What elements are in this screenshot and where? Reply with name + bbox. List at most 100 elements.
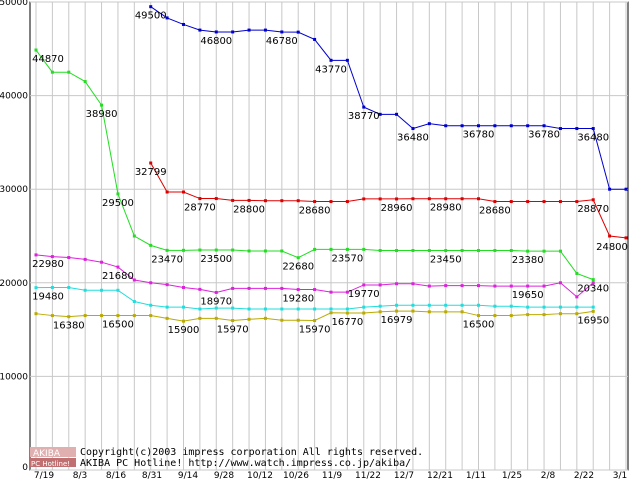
data-point-cyan [198, 307, 202, 311]
logo-bottom-text: PC Hotline! [31, 460, 70, 468]
x-tick-label: 8/16 [106, 471, 126, 480]
data-point-olive [558, 312, 562, 316]
data-point-green [427, 249, 431, 253]
series-green [34, 48, 595, 282]
data-point-red [296, 199, 300, 203]
data-label-red: 28800 [233, 204, 265, 215]
data-point-red [460, 197, 464, 201]
data-point-magenta [313, 288, 317, 292]
data-point-green [132, 234, 136, 238]
data-point-magenta [50, 255, 54, 259]
axis-ticks: 0 10000 20000 30000 40000 50000 7/19 8/3 8/16 8/3… [0, 0, 627, 480]
data-label-magenta: 18970 [200, 296, 232, 307]
data-point-cyan [280, 307, 284, 311]
data-point-cyan [132, 300, 136, 304]
data-point-cyan [214, 306, 218, 310]
data-point-green [263, 249, 267, 253]
data-point-blue [444, 124, 448, 128]
data-point-magenta [411, 282, 415, 286]
data-label-olive: 16500 [102, 320, 134, 331]
data-point-green [444, 249, 448, 253]
data-label-red: 28870 [577, 204, 609, 215]
data-point-cyan [542, 305, 546, 309]
data-point-red [558, 200, 562, 204]
series-line-red [150, 162, 627, 239]
data-point-magenta [247, 286, 251, 290]
y-tick-label: 0 [22, 463, 28, 473]
data-point-magenta [214, 290, 218, 294]
data-point-magenta [67, 256, 71, 260]
data-point-green [50, 70, 54, 74]
x-tick-label: 2/22 [574, 471, 594, 480]
series-red [149, 161, 628, 240]
data-point-green [214, 248, 218, 252]
data-point-olive [329, 311, 333, 315]
data-label-magenta: 21680 [102, 271, 134, 282]
data-point-olive [67, 315, 71, 319]
data-point-olive [280, 318, 284, 322]
data-point-magenta [362, 283, 366, 287]
data-label-green: 23570 [331, 253, 363, 264]
data-label-green: 20340 [577, 284, 609, 295]
data-point-cyan [378, 304, 382, 308]
data-point-red [280, 199, 284, 203]
data-point-magenta [263, 286, 267, 290]
copyright-line-1: Copyright(c)2003 impress corporation All… [80, 447, 423, 458]
data-label-magenta: 22980 [32, 259, 64, 270]
data-point-green [100, 103, 104, 107]
x-tick-label: 3/1 [613, 471, 627, 480]
data-point-blue [182, 22, 185, 26]
x-tick-label: 10/26 [283, 471, 309, 480]
data-point-blue [493, 124, 497, 128]
data-point-blue [477, 124, 480, 128]
data-point-blue [526, 124, 530, 128]
data-point-blue [427, 122, 431, 126]
data-point-blue [231, 30, 235, 34]
data-point-cyan [591, 305, 595, 309]
data-point-magenta [427, 284, 431, 288]
data-point-magenta [280, 286, 284, 290]
data-point-blue [214, 30, 218, 34]
data-point-magenta [198, 287, 202, 291]
data-point-green [542, 249, 546, 253]
data-point-olive [132, 314, 136, 318]
data-point-olive [395, 309, 399, 313]
data-label-blue: 46800 [200, 36, 232, 47]
data-point-blue [247, 28, 251, 32]
data-point-olive [362, 311, 366, 315]
data-point-cyan [182, 305, 185, 309]
data-label-red: 28680 [479, 206, 511, 217]
data-point-blue [263, 28, 267, 32]
x-tick-label: 2/8 [541, 471, 556, 480]
data-label-olive: 15900 [168, 325, 200, 336]
data-point-red [395, 197, 399, 201]
data-point-olive [247, 317, 251, 321]
data-point-blue [608, 187, 612, 191]
data-point-red [411, 197, 415, 201]
data-point-cyan [362, 305, 366, 309]
data-label-blue: 36780 [463, 130, 495, 141]
data-point-green [526, 249, 530, 253]
data-point-magenta [149, 281, 153, 285]
data-point-red [378, 197, 382, 201]
data-point-red [444, 197, 448, 201]
data-point-blue [395, 112, 399, 116]
data-point-red [591, 198, 595, 202]
data-point-magenta [100, 260, 104, 264]
x-tick-label: 7/19 [34, 471, 54, 480]
data-point-olive [231, 319, 235, 323]
data-point-green [231, 248, 235, 252]
data-point-olive [100, 314, 104, 318]
data-label-red: 28680 [299, 206, 331, 217]
data-label-olive: 16380 [53, 321, 85, 332]
data-point-green [116, 192, 120, 196]
data-label-green: 38980 [86, 109, 118, 120]
data-point-olive [378, 310, 382, 314]
data-point-magenta [591, 281, 595, 285]
data-point-blue [313, 37, 317, 41]
data-point-green [165, 248, 169, 252]
data-point-blue [575, 127, 579, 131]
data-point-olive [542, 313, 546, 317]
data-point-magenta [83, 257, 87, 261]
